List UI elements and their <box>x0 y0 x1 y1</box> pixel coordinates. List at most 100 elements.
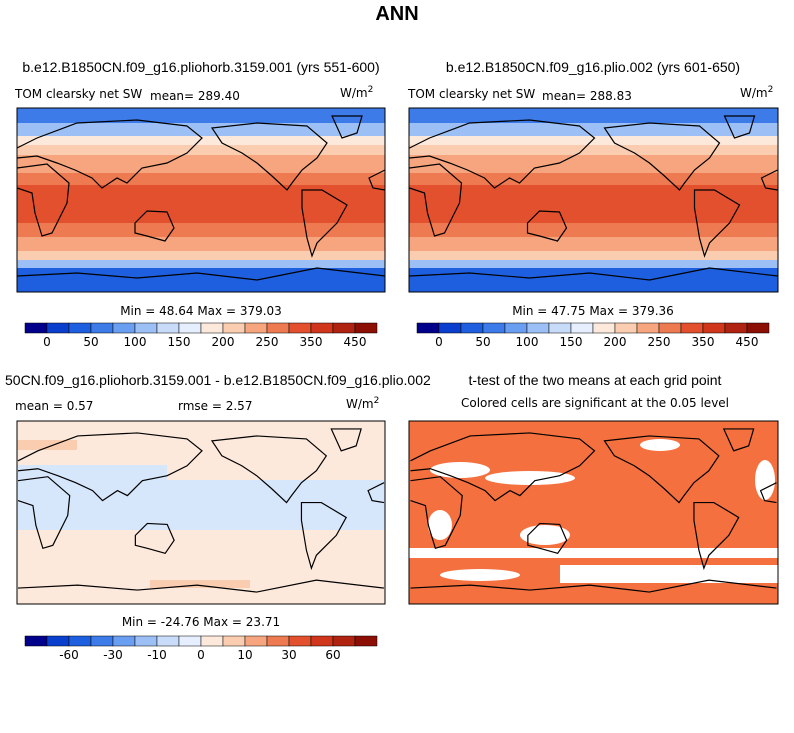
colorbar-cell <box>266 635 290 647</box>
colorbar-label: 350 <box>300 335 323 349</box>
colorbar-label: 150 <box>168 335 191 349</box>
units-sup: 2 <box>368 85 374 95</box>
stats: Min = 48.64 Max = 379.03 <box>120 304 282 318</box>
colorbar-cell <box>570 322 594 334</box>
colorbar: 0 50 100 150 200 250 350 450 <box>416 322 770 349</box>
colorbar-cell <box>288 635 312 647</box>
stats: Min = 47.75 Max = 379.36 <box>512 304 674 318</box>
colorbar-cell <box>332 322 356 334</box>
colorbar-cell <box>200 322 224 334</box>
units: W/m2 <box>740 85 773 100</box>
colorbar-cell <box>222 322 246 334</box>
colorbar-label: 200 <box>212 335 235 349</box>
variable: TOM clearsky net SW <box>14 87 142 101</box>
colorbar-cell <box>460 322 484 334</box>
colorbar-cell <box>134 322 158 334</box>
colorbar-label: 250 <box>256 335 279 349</box>
colorbar-cell <box>526 322 550 334</box>
colorbar-cell <box>310 635 334 647</box>
units: W/m2 <box>346 396 379 411</box>
mean: mean = 0.57 <box>15 399 93 413</box>
colorbar-cell <box>482 322 506 334</box>
colorbar-label: -60 <box>59 648 79 662</box>
colorbar-cell <box>68 322 92 334</box>
colorbar-cell <box>178 635 202 647</box>
colorbar-label: 450 <box>736 335 759 349</box>
colorbar-label: 0 <box>435 335 443 349</box>
colorbar-label: -30 <box>103 648 123 662</box>
colorbar-cell <box>614 322 638 334</box>
map-fill <box>17 421 385 604</box>
colorbar-cell <box>354 322 378 334</box>
colorbar-cell <box>46 322 70 334</box>
colorbar-cell <box>134 635 158 647</box>
map-fill <box>409 421 778 604</box>
map-fill <box>409 108 778 292</box>
colorbar-cell <box>288 322 312 334</box>
colorbar-cell <box>680 322 704 334</box>
colorbar-cell <box>244 322 268 334</box>
panel-title: b.e12.B1850CN.f09_g16.pliohorb.3159.001 … <box>22 59 379 75</box>
panel-title: b.e12.B1850CN.f09_g16.plio.002 (yrs 601-… <box>446 59 740 75</box>
colorbar-label: 0 <box>197 648 205 662</box>
colorbar-label: 60 <box>325 648 340 662</box>
colorbar-label: 250 <box>648 335 671 349</box>
colorbar-cell <box>222 635 246 647</box>
colorbar-cell <box>200 635 224 647</box>
colorbar-label: 200 <box>604 335 627 349</box>
colorbar: 0 50 100 150 200 250 350 450 <box>24 322 378 349</box>
units-text: W/m <box>340 86 368 100</box>
colorbar-label: 150 <box>560 335 583 349</box>
colorbar-label: 100 <box>124 335 147 349</box>
colorbar-cell <box>310 322 334 334</box>
colorbar-cell <box>90 635 114 647</box>
panel-title: t-test of the two means at each grid poi… <box>469 372 722 388</box>
colorbar-label: 350 <box>692 335 715 349</box>
panel-title: 50CN.f09_g16.pliohorb.3159.001 - b.e12.B… <box>5 372 431 388</box>
colorbar-cell <box>504 322 528 334</box>
colorbar-label: 30 <box>281 648 296 662</box>
units-sup: 2 <box>374 396 380 406</box>
figure-title: ANN <box>375 3 418 25</box>
colorbar-cell <box>112 635 136 647</box>
colorbar-cell <box>244 635 268 647</box>
colorbar-cell <box>178 322 202 334</box>
colorbar-cell <box>24 635 48 647</box>
units-sup: 2 <box>768 85 774 95</box>
colorbar-cell <box>266 322 290 334</box>
colorbar-cell <box>438 322 462 334</box>
colorbar-cell <box>68 635 92 647</box>
colorbar-cell <box>24 322 48 334</box>
map-frame <box>16 107 386 293</box>
stats: Min = -24.76 Max = 23.71 <box>122 615 280 629</box>
colorbar-cell <box>548 322 572 334</box>
colorbar-cell <box>156 322 180 334</box>
colorbar-cell <box>702 322 726 334</box>
colorbar-cell <box>746 322 770 334</box>
mean: mean= 289.40 <box>150 89 240 103</box>
colorbar-label: 0 <box>43 335 51 349</box>
colorbar-cell <box>112 322 136 334</box>
colorbar-cell <box>636 322 660 334</box>
map-frame <box>408 107 779 293</box>
colorbar-cell <box>332 635 356 647</box>
colorbar: -60 -30 -10 0 10 30 60 <box>24 635 378 662</box>
colorbar-label: 50 <box>83 335 98 349</box>
colorbar-cell <box>724 322 748 334</box>
variable: TOM clearsky net SW <box>407 87 535 101</box>
panel-subtitle: Colored cells are significant at the 0.0… <box>461 396 729 410</box>
colorbar-cell <box>592 322 616 334</box>
colorbar-cell <box>46 635 70 647</box>
map-frame <box>16 420 386 605</box>
colorbar-cell <box>90 322 114 334</box>
map-frame <box>408 420 779 605</box>
colorbar-label: 450 <box>344 335 367 349</box>
colorbar-label: 50 <box>475 335 490 349</box>
units: W/m2 <box>340 85 373 100</box>
units-text: W/m <box>346 397 374 411</box>
colorbar-cell <box>658 322 682 334</box>
colorbar-label: -10 <box>147 648 167 662</box>
colorbar-cell <box>354 635 378 647</box>
